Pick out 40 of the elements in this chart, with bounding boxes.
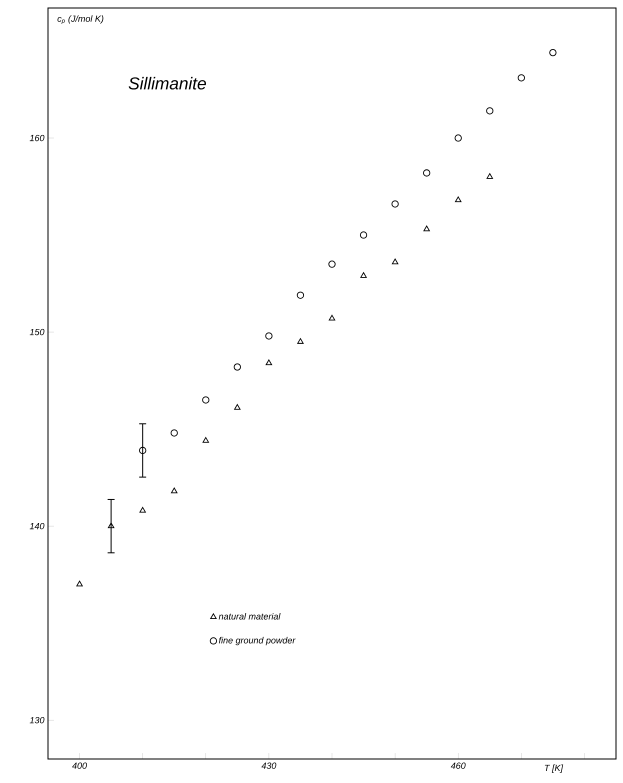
y-tick-label: 160 bbox=[30, 134, 44, 142]
point bbox=[297, 338, 304, 344]
point bbox=[139, 446, 146, 454]
point bbox=[486, 173, 493, 179]
y-tick-label: 130 bbox=[30, 717, 44, 724]
point bbox=[108, 522, 114, 528]
point bbox=[328, 260, 336, 268]
point bbox=[296, 292, 304, 299]
point bbox=[202, 437, 209, 443]
legend-label: fine ground powder bbox=[218, 636, 296, 646]
point bbox=[202, 396, 210, 404]
point bbox=[549, 48, 557, 56]
point bbox=[139, 506, 146, 513]
point bbox=[391, 200, 399, 208]
point bbox=[328, 314, 336, 321]
point bbox=[455, 196, 462, 202]
text: Sillimanite bbox=[128, 76, 206, 90]
y-axis-title: c$_{p}$ (J/mol K) bbox=[57, 15, 104, 24]
x-tick-label: 400 bbox=[72, 762, 87, 769]
point bbox=[454, 134, 462, 142]
x-tick-label: 430 bbox=[261, 762, 276, 769]
point bbox=[518, 74, 525, 82]
y-tick-label: 150 bbox=[30, 328, 44, 336]
point bbox=[265, 332, 273, 340]
point bbox=[171, 488, 178, 494]
y-tick-label: 140 bbox=[30, 522, 44, 530]
point bbox=[234, 404, 241, 410]
point bbox=[423, 169, 430, 177]
point bbox=[392, 258, 398, 264]
point bbox=[234, 363, 241, 371]
point bbox=[360, 272, 367, 278]
point bbox=[266, 359, 272, 366]
point bbox=[423, 226, 430, 232]
point bbox=[76, 580, 83, 586]
point bbox=[486, 107, 494, 114]
x-tick-label: 460 bbox=[450, 762, 466, 769]
point bbox=[170, 429, 178, 437]
x-axis-title: T [K] bbox=[544, 764, 564, 773]
legend-label: natural material bbox=[218, 612, 281, 620]
point bbox=[360, 231, 368, 239]
